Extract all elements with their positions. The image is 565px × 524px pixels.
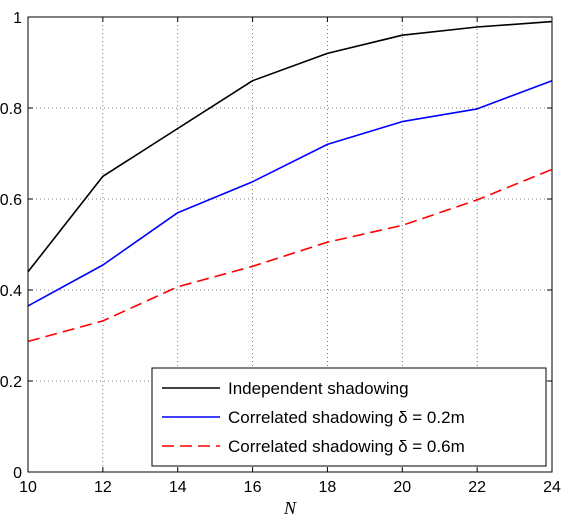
legend-label: Correlated shadowing δ = 0.6m <box>228 437 465 456</box>
legend: Independent shadowing Correlated shadowin… <box>151 367 547 467</box>
y-tick-label: 0.6 <box>0 192 22 209</box>
axis-tick-labels: 10 12 14 16 18 20 22 24 0 0.2 0.4 0.6 0.8 1 <box>0 10 561 496</box>
y-tick-label: 0.4 <box>0 283 22 300</box>
y-tick-label: 1 <box>13 10 22 27</box>
x-tick-label: 16 <box>244 479 262 496</box>
x-axis-label: N <box>283 498 297 518</box>
series-line-2 <box>27 79 553 307</box>
legend-label: Independent shadowing <box>228 379 409 398</box>
series-lines <box>27 20 553 343</box>
x-tick-label: 18 <box>319 479 337 496</box>
legend-label: Correlated shadowing δ = 0.2m <box>228 408 465 427</box>
series-line-3 <box>27 168 553 343</box>
x-tick-label: 14 <box>169 479 187 496</box>
x-tick-label: 12 <box>94 479 112 496</box>
y-tick-label: 0 <box>13 465 22 482</box>
x-tick-label: 22 <box>468 479 486 496</box>
x-tick-label: 24 <box>543 479 561 496</box>
axis-ticks <box>27 16 553 473</box>
plot-frame <box>27 16 553 473</box>
x-tick-label: 10 <box>19 479 37 496</box>
series-line-1 <box>27 20 553 273</box>
y-tick-label: 0.8 <box>0 101 22 118</box>
x-tick-label: 20 <box>393 479 411 496</box>
y-tick-label: 0.2 <box>0 374 22 391</box>
